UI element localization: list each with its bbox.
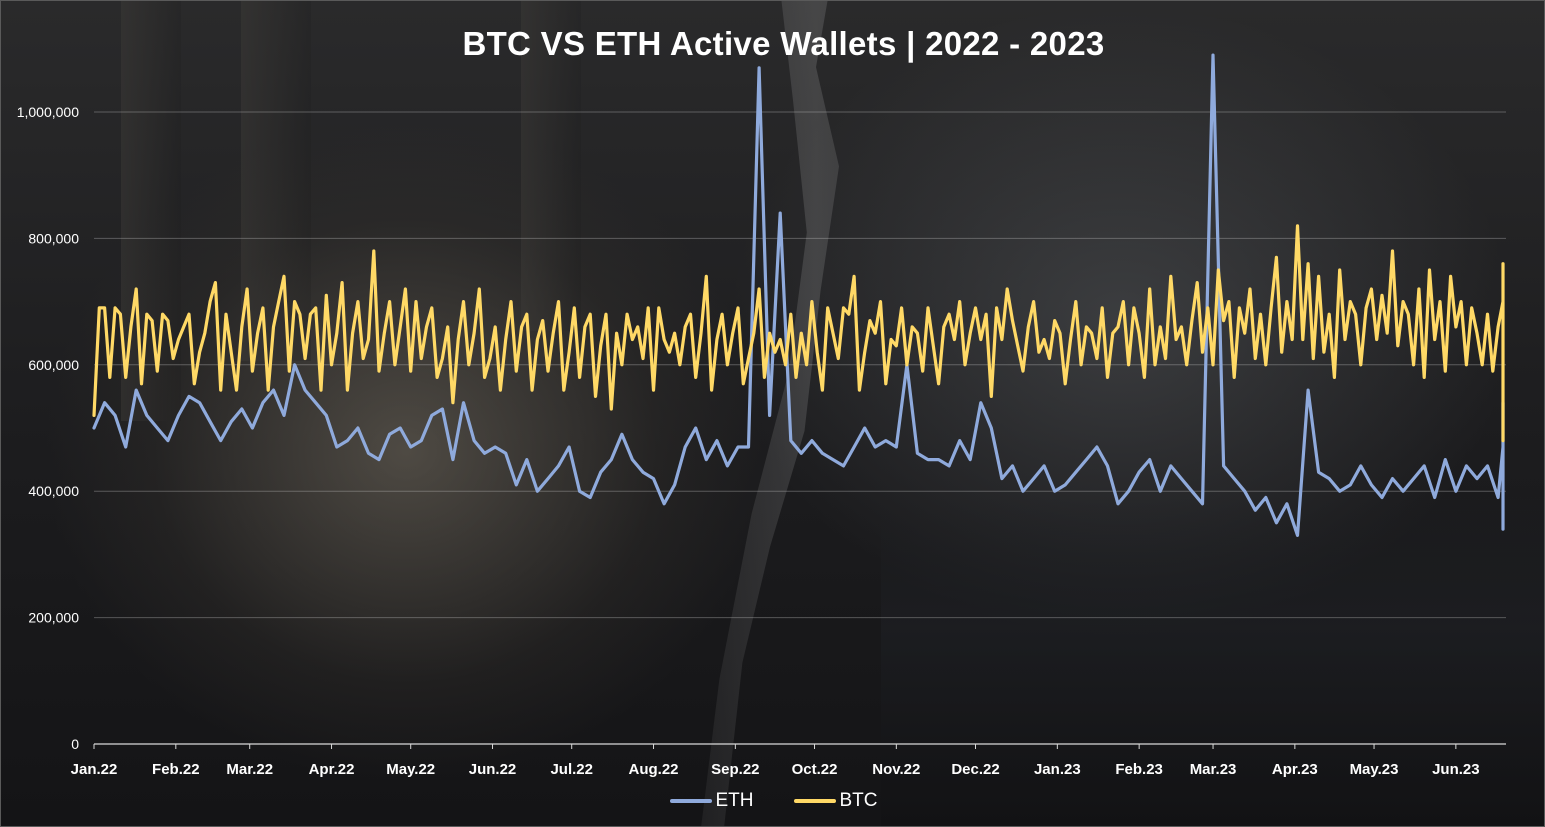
legend-item-eth: ETH (669, 790, 754, 812)
x-axis-labels: Jan.22 Feb.22 Mar.22 Apr.22 May.22 Jun.22 Jul.… (71, 761, 1480, 778)
y-tick-label: 1,000,000 (17, 104, 79, 120)
background-pillar (521, 1, 581, 331)
y-tick-label: 600,000 (28, 357, 79, 373)
x-tick-label: Dec.22 (951, 761, 999, 778)
x-tick-label: Jan.23 (1034, 761, 1081, 778)
y-tick-label: 0 (71, 736, 79, 752)
x-tick-label: Apr.22 (309, 761, 355, 778)
x-tick-label: Sep.22 (711, 761, 759, 778)
y-tick-label: 800,000 (28, 230, 79, 246)
gridlines (94, 111, 1506, 619)
chart-legend: ETH BTC (1, 788, 1544, 814)
chart-title: BTC VS ETH Active Wallets | 2022 - 2023 (462, 25, 1105, 62)
x-tick-label: Mar.23 (1190, 761, 1237, 778)
legend-label: ETH (715, 790, 754, 811)
background-city-skyline (881, 496, 1544, 826)
legend-label: BTC (839, 790, 878, 811)
x-tick-label: Jun.22 (469, 761, 517, 778)
legend-swatch (669, 799, 712, 803)
series-line-eth (92, 53, 1505, 538)
x-tick-label: May.23 (1350, 761, 1399, 778)
series-line-btc (92, 224, 1505, 443)
x-tick-label: Nov.22 (872, 761, 920, 778)
x-tick-label: Jun.23 (1432, 761, 1480, 778)
background-pillar (241, 1, 311, 361)
x-tick-label: Feb.22 (152, 761, 200, 778)
x-tick-label: Mar.22 (226, 761, 273, 778)
y-tick-label: 200,000 (28, 610, 79, 626)
x-tick-label: Feb.23 (1115, 761, 1163, 778)
x-tick-label: Oct.22 (792, 761, 838, 778)
legend-swatch (793, 799, 836, 803)
series-lines (92, 53, 1505, 538)
x-tick-label: Apr.23 (1272, 761, 1318, 778)
y-tick-label: 400,000 (28, 483, 79, 499)
x-tick-label: Jan.22 (71, 761, 118, 778)
x-axis (93, 743, 1506, 749)
x-tick-label: Jul.22 (550, 761, 593, 778)
x-tick-label: Aug.22 (629, 761, 679, 778)
x-tick-label: May.22 (386, 761, 435, 778)
y-axis-labels: 0 200,000 400,000 600,000 800,000 1,000,000 (17, 104, 80, 752)
legend-item-btc: BTC (793, 790, 878, 812)
